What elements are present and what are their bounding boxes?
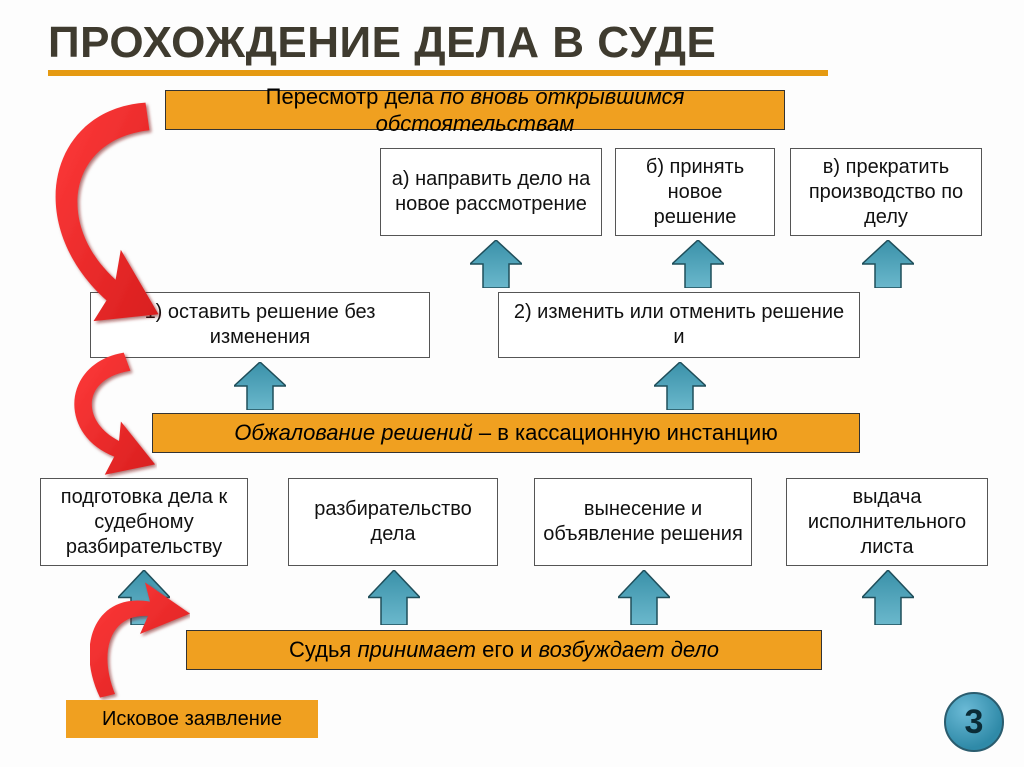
arrow-up-icon bbox=[368, 570, 420, 625]
label-razbir: разбирательство дела bbox=[297, 497, 489, 547]
sudya-italic1: принимает bbox=[357, 637, 476, 662]
box-sudya: Судья принимает его и возбуждает дело bbox=[186, 630, 822, 670]
label-podgotovka: подготовка дела к судебному разбирательс… bbox=[49, 485, 239, 560]
label-vydacha: выдача исполнительного листа bbox=[795, 485, 979, 560]
arrow-up-icon bbox=[618, 570, 670, 625]
box-vydacha: выдача исполнительного листа bbox=[786, 478, 988, 566]
box-b-prinyat: б) принять новое решение bbox=[615, 148, 775, 236]
sudya-prefix: Судья bbox=[289, 637, 357, 662]
arrow-up-icon bbox=[654, 362, 706, 410]
arrow-up-icon bbox=[234, 362, 286, 410]
label-a-napravit: а) направить дело на новое рассмотрение bbox=[389, 167, 593, 217]
box-podgotovka: подготовка дела к судебному разбирательс… bbox=[40, 478, 248, 566]
sudya-italic2: возбуждает дело bbox=[539, 637, 719, 662]
title-underline bbox=[48, 70, 828, 76]
peresmotr-prefix: Пересмотр дела bbox=[266, 84, 440, 109]
page-number: 3 bbox=[965, 703, 984, 742]
arrow-up-icon bbox=[470, 240, 522, 288]
box-vynesenie: вынесение и объявление решения bbox=[534, 478, 752, 566]
iskovoe-label: Исковое заявление bbox=[102, 707, 282, 732]
curved-arrow-icon bbox=[35, 98, 165, 328]
box-peresmotr: Пересмотр дела по вновь открывшимся обст… bbox=[165, 90, 785, 130]
obzhal-rest: – в кассационную инстанцию bbox=[473, 420, 778, 445]
box-v-prekratit: в) прекратить производство по делу bbox=[790, 148, 982, 236]
sudya-mid: его и bbox=[476, 637, 539, 662]
box-a-napravit: а) направить дело на новое рассмотрение bbox=[380, 148, 602, 236]
arrow-up-icon bbox=[672, 240, 724, 288]
curved-arrow-icon bbox=[90, 580, 190, 700]
label-vynesenie: вынесение и объявление решения bbox=[543, 497, 743, 547]
label-v-prekratit: в) прекратить производство по делу bbox=[799, 155, 973, 230]
arrow-up-icon bbox=[862, 570, 914, 625]
box-izmenit: 2) изменить или отменить решение и bbox=[498, 292, 860, 358]
box-razbir: разбирательство дела bbox=[288, 478, 498, 566]
box-iskovoe: Исковое заявление bbox=[66, 700, 318, 738]
label-izmenit: 2) изменить или отменить решение и bbox=[507, 300, 851, 350]
page-title: ПРОХОЖДЕНИЕ ДЕЛА В СУДЕ bbox=[48, 18, 716, 68]
box-obzhalovanie: Обжалование решений – в кассационную инс… bbox=[152, 413, 860, 453]
arrow-up-icon bbox=[862, 240, 914, 288]
label-b-prinyat: б) принять новое решение bbox=[624, 155, 766, 230]
page-number-badge: 3 bbox=[944, 692, 1004, 752]
curved-arrow-icon bbox=[62, 350, 157, 480]
obzhal-italic: Обжалование решений bbox=[234, 420, 472, 445]
